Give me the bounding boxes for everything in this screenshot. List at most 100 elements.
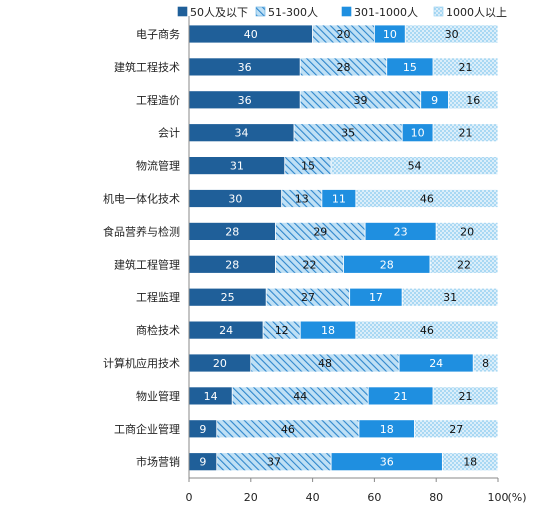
data-label: 18	[463, 456, 477, 469]
category-label: 工程造价	[136, 93, 180, 107]
legend-swatch	[177, 6, 188, 17]
data-label: 27	[301, 291, 315, 304]
bar-segment	[435, 221, 499, 241]
data-label: 17	[369, 291, 383, 304]
data-label: 28	[225, 225, 239, 238]
bar-segment	[355, 189, 499, 208]
data-label: 28	[380, 258, 394, 271]
data-label: 10	[383, 28, 397, 41]
data-label: 20	[460, 225, 474, 238]
data-label: 15	[301, 160, 315, 173]
x-tick-label: 40	[306, 491, 320, 504]
bar-segment	[432, 57, 499, 77]
data-label: 21	[459, 61, 473, 74]
legend-label: 51-300人	[268, 6, 318, 19]
data-label: 36	[238, 94, 252, 107]
x-tick-label: 100	[488, 491, 509, 504]
x-tick-label: 60	[367, 491, 381, 504]
data-label: 20	[337, 28, 351, 41]
category-label: 物流管理	[136, 159, 180, 173]
bar-segment	[429, 254, 499, 274]
data-label: 34	[235, 127, 249, 140]
bar-segment	[355, 320, 499, 340]
data-label: 15	[403, 61, 417, 74]
category-label: 电子商务	[136, 27, 180, 41]
data-label: 13	[295, 193, 309, 206]
data-label: 21	[459, 127, 473, 140]
bar-segment	[401, 287, 499, 307]
data-label: 22	[457, 258, 471, 271]
data-label: 9	[431, 94, 438, 107]
data-label: 22	[303, 258, 317, 271]
bar-segment	[448, 90, 499, 110]
bar-segment	[330, 156, 499, 176]
bar-segment	[432, 386, 499, 406]
data-label: 18	[380, 423, 394, 436]
category-label: 工程监理	[136, 291, 180, 304]
legend-label: 50人及以下	[190, 6, 248, 19]
data-label: 8	[482, 357, 489, 370]
data-label: 48	[318, 357, 332, 370]
data-label: 20	[213, 357, 227, 370]
data-label: 9	[199, 423, 206, 436]
x-tick-label: 20	[244, 491, 258, 504]
legend-label: 1000人以上	[446, 6, 507, 19]
data-label: 24	[219, 324, 233, 337]
data-label: 30	[445, 28, 459, 41]
data-label: 31	[443, 291, 457, 304]
legend: 50人及以下 51-300人 301-1000人 1000人以上	[177, 6, 507, 19]
data-label: 46	[420, 193, 434, 206]
data-label: 39	[353, 94, 367, 107]
data-label: 9	[199, 456, 206, 469]
data-label: 36	[380, 456, 394, 469]
data-label: 46	[420, 324, 434, 337]
data-label: 28	[337, 61, 351, 74]
data-label: 40	[244, 28, 258, 41]
data-label: 54	[408, 160, 422, 173]
data-label: 21	[459, 390, 473, 403]
legend-label: 301-1000人	[354, 6, 418, 19]
data-label: 16	[466, 94, 480, 107]
category-label: 物业管理	[136, 389, 180, 403]
x-axis-unit-label: (%)	[507, 491, 526, 504]
legend-swatch	[433, 6, 444, 17]
category-label: 机电一体化技术	[103, 192, 180, 206]
category-label: 会计	[158, 127, 180, 140]
data-label: 11	[332, 193, 346, 206]
x-tick-label: 80	[429, 491, 443, 504]
bar-segment	[404, 24, 499, 44]
bar-segment	[441, 452, 499, 472]
category-label: 建筑工程管理	[114, 257, 180, 271]
data-label: 25	[221, 291, 235, 304]
data-label: 46	[281, 423, 295, 436]
data-label: 29	[313, 225, 327, 238]
data-label: 23	[394, 225, 408, 238]
data-label: 12	[275, 324, 289, 337]
data-label: 28	[225, 258, 239, 271]
bars-group: 40 20 10 30 36 28 15 21 36 39 9 16 34 35 10 21 31 15 54 30 1…	[188, 24, 499, 472]
data-label: 18	[321, 324, 335, 337]
data-label: 27	[449, 423, 463, 436]
data-label: 10	[411, 127, 425, 140]
data-label: 37	[267, 456, 281, 469]
data-label: 24	[429, 357, 443, 370]
category-labels: 电子商务建筑工程技术工程造价会计物流管理机电一体化技术食品营养与检测建筑工程管理…	[103, 27, 180, 469]
category-label: 计算机应用技术	[103, 356, 180, 370]
x-axis: 0 20 40 60 80 100	[186, 16, 509, 504]
data-label: 36	[238, 61, 252, 74]
category-label: 市场营销	[136, 455, 180, 469]
x-tick-label: 0	[186, 491, 193, 504]
data-label: 30	[228, 193, 242, 206]
category-label: 商检技术	[136, 323, 180, 337]
data-label: 14	[204, 390, 218, 403]
category-label: 工商企业管理	[114, 422, 180, 436]
data-label: 44	[293, 390, 307, 403]
data-label: 31	[230, 160, 244, 173]
category-label: 食品营养与检测	[103, 224, 180, 238]
data-label: 21	[394, 390, 408, 403]
category-label: 建筑工程技术	[114, 60, 180, 74]
legend-swatch	[255, 6, 266, 17]
bar-segment	[414, 419, 499, 439]
data-label: 35	[341, 127, 355, 140]
